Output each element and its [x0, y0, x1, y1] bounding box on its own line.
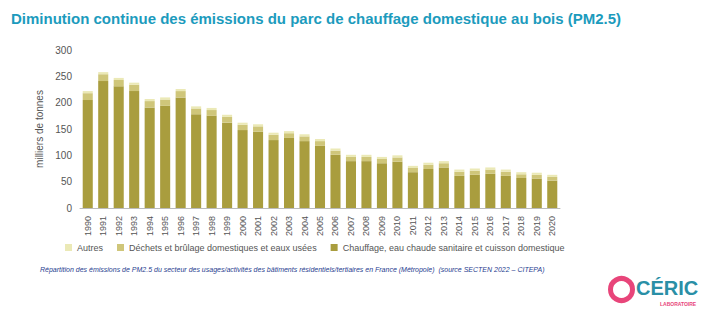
svg-text:2011: 2011	[408, 216, 418, 235]
svg-text:2003: 2003	[284, 216, 294, 236]
svg-text:milliers de tonnes: milliers de tonnes	[34, 90, 45, 168]
svg-text:250: 250	[55, 71, 72, 82]
svg-text:2015: 2015	[470, 216, 480, 236]
svg-text:2007: 2007	[346, 216, 356, 236]
svg-text:Diminution continue des émissi: Diminution continue des émissions du par…	[11, 10, 621, 27]
svg-text:1990: 1990	[83, 216, 93, 236]
svg-text:1992: 1992	[114, 216, 124, 236]
svg-text:1999: 1999	[222, 216, 232, 236]
svg-text:1991: 1991	[98, 216, 108, 236]
svg-text:2008: 2008	[361, 216, 371, 236]
svg-text:2009: 2009	[377, 216, 387, 236]
svg-text:2016: 2016	[485, 216, 495, 236]
svg-text:2017: 2017	[501, 216, 511, 236]
svg-text:LABORATOIRE: LABORATOIRE	[660, 301, 697, 307]
svg-text:2012: 2012	[423, 216, 433, 236]
svg-text:1998: 1998	[207, 216, 217, 236]
svg-text:Autres: Autres	[77, 243, 104, 253]
svg-text:100: 100	[55, 150, 72, 161]
svg-text:2020: 2020	[547, 216, 557, 236]
svg-text:1997: 1997	[191, 216, 201, 236]
svg-text:2004: 2004	[300, 216, 310, 236]
svg-text:0: 0	[66, 203, 72, 214]
svg-text:2010: 2010	[392, 216, 402, 236]
svg-text:2006: 2006	[330, 216, 340, 236]
svg-text:2013: 2013	[439, 216, 449, 236]
svg-text:2014: 2014	[454, 216, 464, 236]
svg-text:2002: 2002	[269, 216, 279, 236]
svg-text:1994: 1994	[145, 216, 155, 236]
svg-text:1995: 1995	[160, 216, 170, 236]
svg-text:Répartition des émissions de P: Répartition des émissions de PM2.5 du se…	[40, 266, 545, 274]
svg-text:Déchets et brûlage domestiques: Déchets et brûlage domestiques et eaux u…	[129, 243, 317, 253]
svg-text:1993: 1993	[129, 216, 139, 236]
svg-text:Chauffage, eau chaude sanitair: Chauffage, eau chaude sanitaire et cuiss…	[343, 243, 565, 253]
svg-text:1996: 1996	[176, 216, 186, 236]
svg-text:150: 150	[55, 124, 72, 135]
svg-text:2001: 2001	[253, 216, 263, 236]
svg-text:300: 300	[55, 45, 72, 56]
svg-text:50: 50	[61, 176, 73, 187]
svg-text:200: 200	[55, 97, 72, 108]
svg-text:CÉRIC: CÉRIC	[636, 277, 698, 299]
svg-text:2019: 2019	[532, 216, 542, 236]
svg-text:2000: 2000	[238, 216, 248, 236]
svg-text:2005: 2005	[315, 216, 325, 236]
svg-text:2018: 2018	[516, 216, 526, 236]
